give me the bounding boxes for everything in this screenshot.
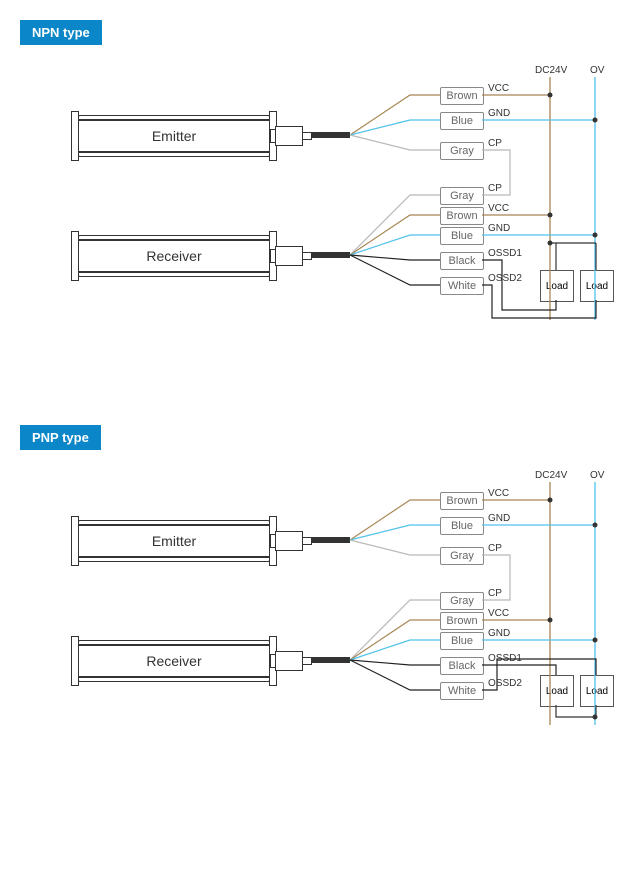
receiver-device: Receiver <box>78 640 270 682</box>
load-box-1: Load <box>540 675 574 707</box>
receiver-wire-blue: Blue <box>440 632 484 650</box>
receiver-signal-cp: CP <box>488 183 502 194</box>
receiver-wire-white: White <box>440 682 484 700</box>
emitter-signal-cp: CP <box>488 138 502 149</box>
emitter-signal-vcc: VCC <box>488 488 509 499</box>
cable-stub <box>312 252 350 258</box>
receiver-wire-brown: Brown <box>440 207 484 225</box>
rail-label-dc24v: DC24V <box>535 65 567 76</box>
emitter-wire-brown: Brown <box>440 87 484 105</box>
receiver-signal-ossd1: OSSD1 <box>488 653 522 664</box>
emitter-wire-brown: Brown <box>440 492 484 510</box>
receiver-device: Receiver <box>78 235 270 277</box>
wiring-svg <box>20 65 620 345</box>
rail-label-ov: OV <box>590 65 604 76</box>
emitter-wire-gray: Gray <box>440 547 484 565</box>
receiver-wire-white: White <box>440 277 484 295</box>
receiver-signal-ossd2: OSSD2 <box>488 273 522 284</box>
receiver-label: Receiver <box>146 248 201 264</box>
receiver-signal-vcc: VCC <box>488 608 509 619</box>
receiver-wire-black: Black <box>440 657 484 675</box>
emitter-wire-blue: Blue <box>440 517 484 535</box>
wiring-svg <box>20 470 620 750</box>
section-badge-npn: NPN type <box>20 20 102 45</box>
emitter-signal-gnd: GND <box>488 108 510 119</box>
emitter-signal-vcc: VCC <box>488 83 509 94</box>
emitter-signal-gnd: GND <box>488 513 510 524</box>
emitter-label: Emitter <box>152 128 196 144</box>
receiver-signal-ossd1: OSSD1 <box>488 248 522 259</box>
load-box-2: Load <box>580 675 614 707</box>
diagram-pnp: Emitter Receiver DC24V OV Brown VCC Blue GND Gra… <box>20 470 619 750</box>
receiver-signal-gnd: GND <box>488 628 510 639</box>
receiver-wire-black: Black <box>440 252 484 270</box>
receiver-signal-ossd2: OSSD2 <box>488 678 522 689</box>
cable-stub <box>312 657 350 663</box>
receiver-signal-vcc: VCC <box>488 203 509 214</box>
load-box-2: Load <box>580 270 614 302</box>
receiver-wire-gray: Gray <box>440 592 484 610</box>
receiver-signal-cp: CP <box>488 588 502 599</box>
diagram-npn: Emitter Receiver DC24V OV Brown VCC Blue GND Gra… <box>20 65 619 345</box>
receiver-wire-blue: Blue <box>440 227 484 245</box>
section-badge-pnp: PNP type <box>20 425 101 450</box>
emitter-wire-gray: Gray <box>440 142 484 160</box>
rail-label-ov: OV <box>590 470 604 481</box>
emitter-signal-cp: CP <box>488 543 502 554</box>
emitter-device: Emitter <box>78 115 270 157</box>
receiver-label: Receiver <box>146 653 201 669</box>
cable-stub <box>312 537 350 543</box>
receiver-signal-gnd: GND <box>488 223 510 234</box>
emitter-label: Emitter <box>152 533 196 549</box>
rail-label-dc24v: DC24V <box>535 470 567 481</box>
cable-stub <box>312 132 350 138</box>
receiver-wire-brown: Brown <box>440 612 484 630</box>
emitter-wire-blue: Blue <box>440 112 484 130</box>
receiver-wire-gray: Gray <box>440 187 484 205</box>
emitter-device: Emitter <box>78 520 270 562</box>
load-box-1: Load <box>540 270 574 302</box>
